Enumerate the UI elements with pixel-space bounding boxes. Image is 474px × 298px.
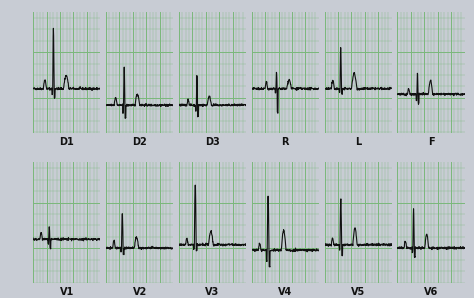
Text: D1: D1 — [59, 136, 74, 147]
Text: V3: V3 — [205, 287, 219, 297]
Text: V6: V6 — [424, 287, 438, 297]
Text: F: F — [428, 136, 434, 147]
Text: D3: D3 — [205, 136, 220, 147]
Text: D2: D2 — [132, 136, 147, 147]
Text: V2: V2 — [132, 287, 147, 297]
Text: V5: V5 — [351, 287, 365, 297]
Text: V1: V1 — [60, 287, 74, 297]
Text: L: L — [355, 136, 361, 147]
Text: R: R — [282, 136, 289, 147]
Text: V4: V4 — [278, 287, 292, 297]
